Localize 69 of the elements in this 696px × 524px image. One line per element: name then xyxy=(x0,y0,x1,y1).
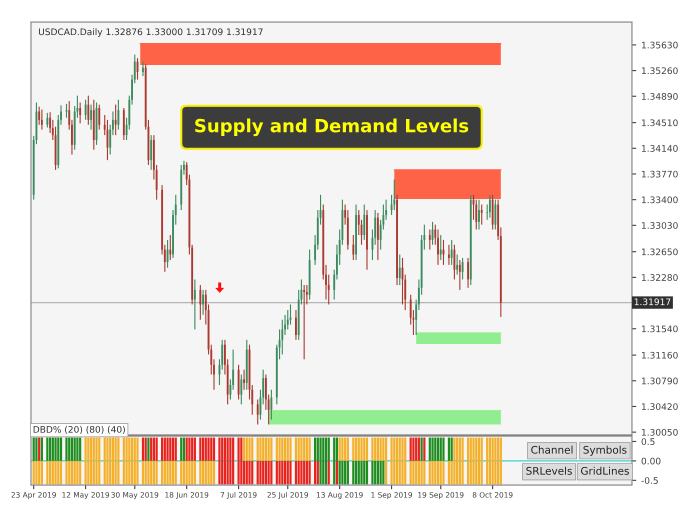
y-tick-label: -0.5 xyxy=(641,477,658,484)
y-tick-label: 1.32650 xyxy=(642,248,678,256)
candlestick xyxy=(352,234,354,261)
candlestick xyxy=(478,199,480,230)
candlestick xyxy=(84,99,87,120)
candlestick xyxy=(458,259,461,290)
y-tick-label: 1.31540 xyxy=(642,325,678,332)
candlestick xyxy=(150,134,152,170)
candlestick xyxy=(450,239,453,266)
y-tick-label: 1.35630 xyxy=(642,42,678,48)
y-tick-label: 1.33030 xyxy=(642,222,678,229)
candlestick xyxy=(442,239,444,266)
candlestick xyxy=(166,239,169,268)
annotation: DBD% (20) (80) (40) xyxy=(34,426,125,434)
y-tick-label: 1.30420 xyxy=(642,403,678,410)
candlestick xyxy=(106,119,108,161)
candlestick xyxy=(40,108,43,130)
candlestick xyxy=(90,104,92,130)
candlestick xyxy=(462,257,464,280)
candlestick xyxy=(194,278,196,330)
candlestick xyxy=(494,199,496,230)
candlestick xyxy=(303,284,306,360)
annotation: GridLines xyxy=(581,466,629,475)
candlestick xyxy=(66,103,68,118)
candlestick xyxy=(428,228,431,250)
candlestick xyxy=(448,244,450,266)
candlestick xyxy=(114,104,117,136)
candlestick xyxy=(79,102,82,124)
y-tick-label: 1.33770 xyxy=(642,170,678,178)
y-tick-label: 1.34890 xyxy=(642,92,678,100)
candlestick xyxy=(240,374,242,405)
y-tick-label: 1.31160 xyxy=(642,352,678,359)
candlestick xyxy=(202,289,204,316)
annotation: SRLevels xyxy=(526,466,572,475)
candlestick xyxy=(87,95,90,126)
candlestick xyxy=(453,244,456,280)
y-tick-label: 1.34140 xyxy=(642,145,678,152)
candlestick xyxy=(295,309,297,340)
ref-line-label: 1.31917 xyxy=(634,298,670,306)
candlestick xyxy=(136,58,138,80)
y-tick-label: 1.30790 xyxy=(642,378,678,384)
candlestick xyxy=(270,389,272,420)
candlestick xyxy=(117,99,120,130)
candlestick xyxy=(488,194,491,218)
candlestick xyxy=(290,304,292,326)
y-tick-label: 1.34510 xyxy=(642,119,678,126)
candlestick xyxy=(366,210,368,270)
y-tick-label: 1.33400 xyxy=(642,196,678,204)
annotation: Channel xyxy=(531,446,572,454)
y-tick-label: 1.30050 xyxy=(642,428,678,436)
candlestick xyxy=(142,61,144,77)
annotation: Supply and Demand Levels xyxy=(195,118,468,136)
candlestick xyxy=(46,112,48,128)
candlestick xyxy=(199,284,202,320)
candlestick xyxy=(467,257,470,288)
candlestick xyxy=(437,228,439,266)
candlestick xyxy=(432,221,434,246)
text: USDCAD.Daily 1.32876 1.33000 1.31709 1.31917 xyxy=(38,28,263,37)
candlestick xyxy=(243,369,246,390)
y-tick-label: 1.32280 xyxy=(642,274,678,281)
candlestick xyxy=(96,102,98,146)
y-tick-label: 0.5 xyxy=(642,438,655,446)
candlestick xyxy=(38,106,40,126)
annotation: Symbols xyxy=(583,446,627,456)
candlestick xyxy=(393,178,396,211)
candlestick xyxy=(376,212,379,261)
y-tick-label: 1.35260 xyxy=(642,67,678,74)
y-tick-label: 0.00 xyxy=(642,458,660,464)
candlestick xyxy=(456,254,458,276)
